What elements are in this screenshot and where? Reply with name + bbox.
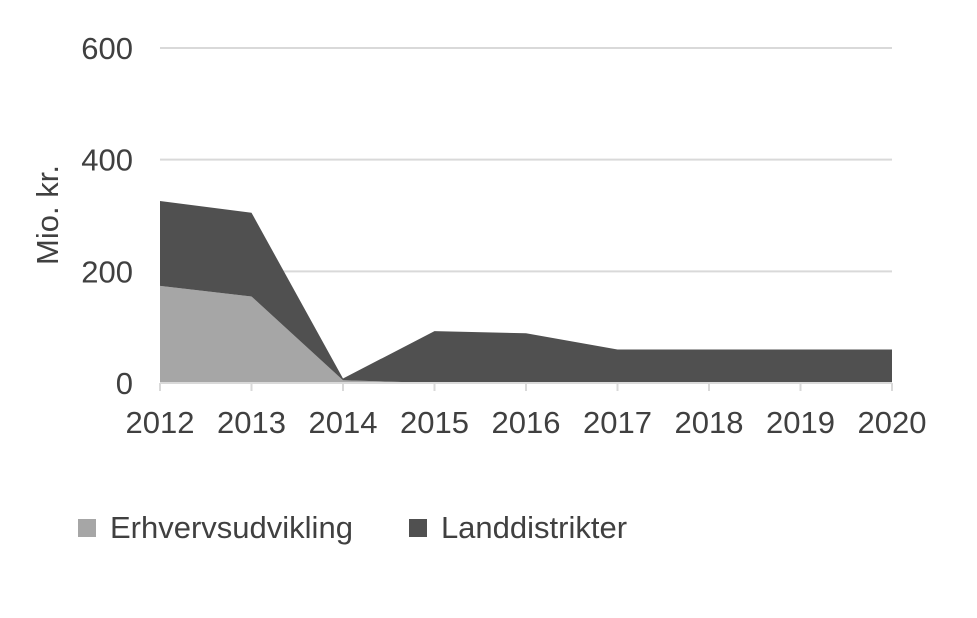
y-axis: 0 200 400 600: [81, 31, 133, 401]
x-tick-label: 2020: [858, 405, 927, 440]
legend-swatch-landdistrikter: [408, 519, 427, 537]
y-axis-label: Mio. kr.: [30, 165, 65, 265]
legend-item-landdistrikter: Landdistrikter: [408, 510, 628, 546]
legend: Erhvervsudvikling Landdistrikter: [78, 510, 683, 546]
legend-item-erhvervsudvikling: Erhvervsudvikling: [78, 510, 353, 546]
gridlines: [160, 47, 892, 273]
legend-label-landdistrikter: Landdistrikter: [440, 510, 628, 545]
x-tick-label: 2018: [675, 405, 744, 440]
x-tick-label: 2013: [217, 405, 286, 440]
legend-swatch-erhvervsudvikling: [78, 519, 96, 537]
x-tick-label: 2017: [583, 405, 652, 440]
y-tick-label: 600: [81, 31, 133, 66]
x-axis: 2012 2013 2014 2015 2016 2017 2018 2019 2020: [126, 382, 927, 440]
area-series-landdistrikter: [160, 200, 892, 383]
legend-label-erhvervsudvikling: Erhvervsudvikling: [110, 510, 353, 545]
area-series: [160, 200, 892, 383]
x-tick-label: 2015: [400, 405, 469, 440]
x-tick-label: 2019: [766, 405, 835, 440]
x-tick-label: 2016: [492, 405, 561, 440]
x-tick-label: 2012: [126, 405, 195, 440]
y-tick-label: 200: [81, 254, 133, 289]
y-tick-label: 400: [81, 143, 133, 178]
x-tick-label: 2014: [309, 405, 378, 440]
y-tick-label: 0: [116, 366, 133, 401]
area-series-erhvervsudvikling: [160, 285, 892, 383]
